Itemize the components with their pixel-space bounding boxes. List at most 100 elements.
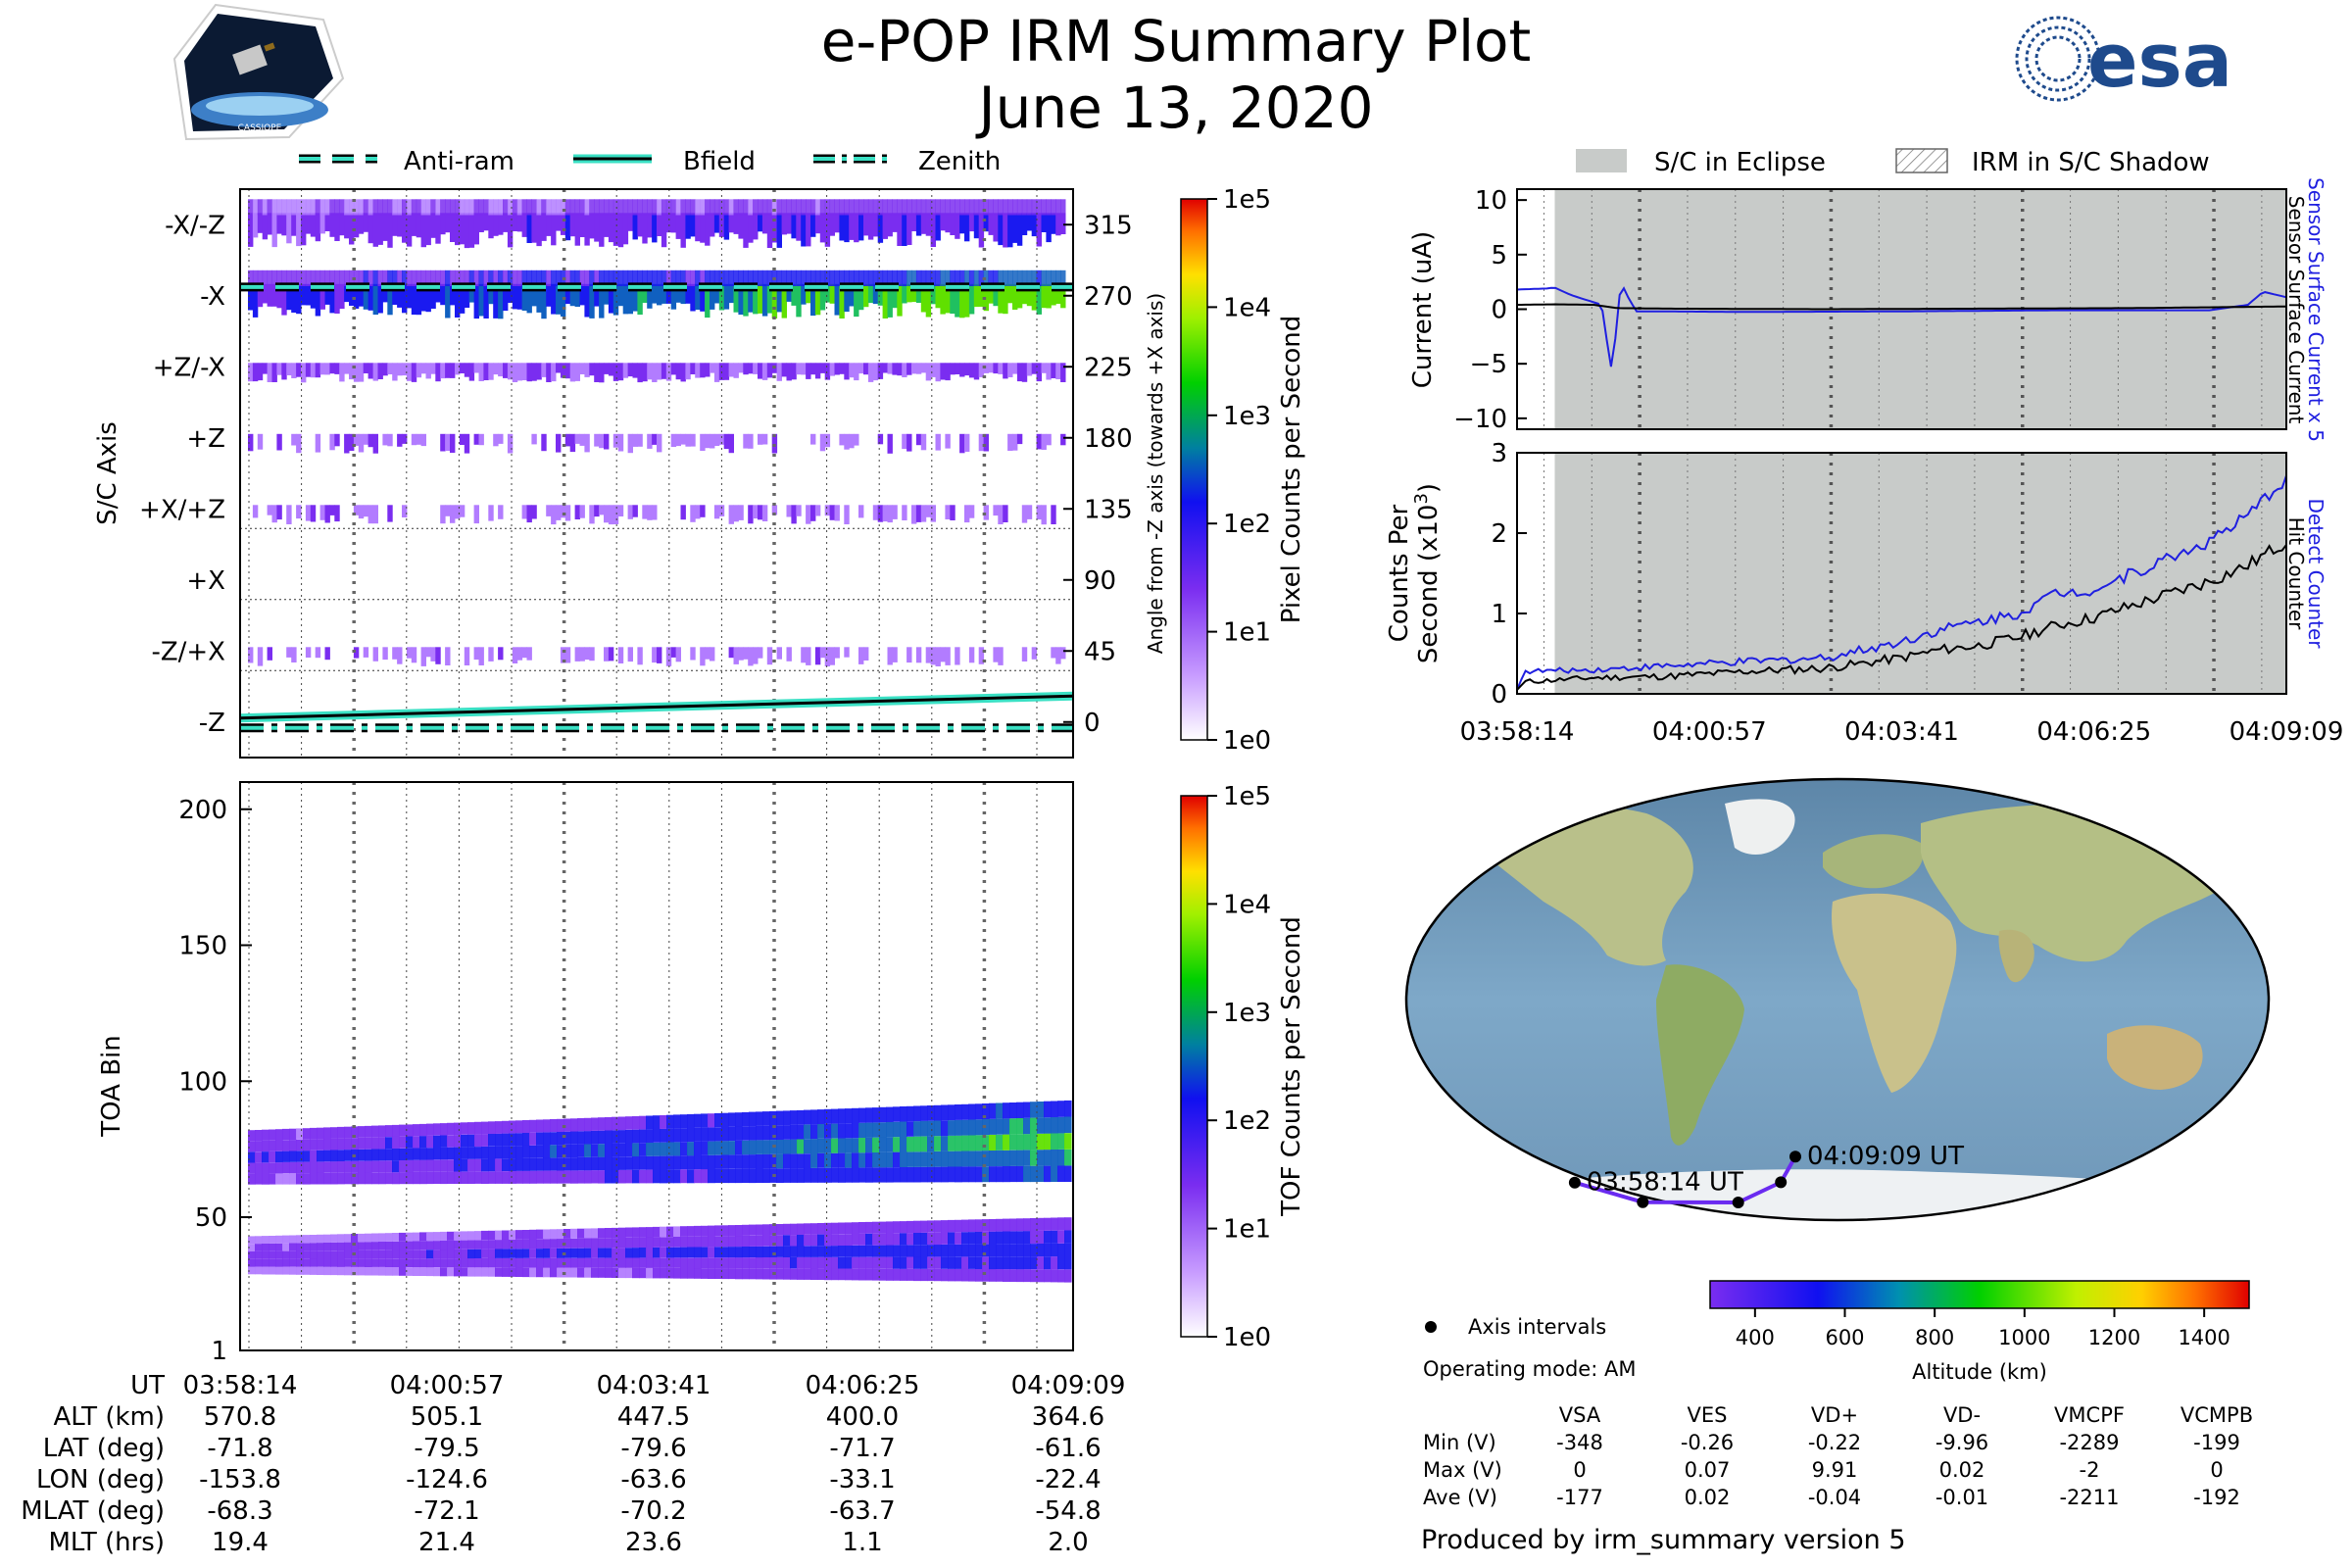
sc-axis-heat-cell — [392, 283, 398, 305]
sc-axis-heat-cell — [945, 270, 951, 286]
sc-axis-heat-cell — [819, 199, 826, 216]
sc-axis-heat-cell — [397, 270, 403, 286]
p4-series-1 — [1516, 544, 2287, 691]
toa-heat-cell — [536, 1249, 544, 1258]
sc-axis-heat-cell — [329, 199, 335, 216]
cassiope-logo-text: CASSIOPE — [238, 123, 282, 133]
sc-axis-heat-cell — [617, 647, 624, 663]
sc-axis-heat-cell — [627, 283, 633, 315]
sc-axis-heat-cell — [637, 433, 643, 447]
pixel-colorbar-label: Pixel Counts per Second — [1277, 316, 1306, 624]
sc-axis-heat-cell — [882, 213, 888, 239]
toa-heat-cell — [639, 1267, 647, 1279]
toa-heat-cell — [783, 1110, 791, 1126]
sc-axis-heat-cell — [906, 270, 912, 286]
toa-heat-cell — [1030, 1165, 1038, 1183]
toa-heat-cell — [838, 1138, 846, 1153]
toa-heat-cell — [296, 1139, 304, 1152]
toa-heat-cell — [783, 1139, 791, 1154]
toa-heat-cell — [399, 1241, 407, 1250]
ephemeris-cell: -63.6 — [620, 1465, 686, 1494]
sc-axis-heat-cell — [915, 433, 922, 446]
toa-heat-cell — [591, 1144, 599, 1157]
sc-axis-heat-cell — [612, 363, 619, 381]
toa-heat-cell — [1051, 1230, 1058, 1244]
toa-heat-cell — [955, 1256, 962, 1269]
sc-axis-heat-cell — [281, 199, 287, 216]
toa-heat-cell — [872, 1268, 880, 1281]
sc-axis-heat-cell — [296, 283, 302, 315]
sc-axis-heat-cell — [824, 283, 831, 303]
sc-axis-left-tick: -X/-Z — [165, 211, 225, 240]
p3-tick-label: 5 — [1491, 241, 1507, 270]
sc-axis-heat-cell — [867, 213, 874, 240]
sc-axis-heat-cell — [1051, 647, 1056, 659]
sc-axis-heat-cell — [993, 363, 999, 374]
toa-heat-cell — [612, 1169, 619, 1184]
toa-heat-cell — [893, 1121, 901, 1138]
toa-heat-cell — [852, 1123, 859, 1139]
sc-axis-heat-cell — [584, 647, 590, 661]
sc-axis-heat-cell — [915, 199, 922, 216]
sc-axis-heat-cell — [512, 283, 518, 310]
toa-heat-cell — [817, 1124, 825, 1139]
toa-heat-cell — [762, 1168, 770, 1183]
sc-axis-heat-cell — [349, 433, 355, 451]
toa-heat-cell — [358, 1138, 366, 1150]
sc-axis-heat-cell — [695, 213, 701, 242]
sc-axis-heat-cell — [854, 433, 859, 446]
toa-heat-cell — [262, 1244, 270, 1251]
toa-heat-cell — [344, 1126, 352, 1139]
sc-axis-heat-cell — [368, 270, 373, 286]
sc-axis-heat-cell — [863, 283, 869, 308]
toa-heat-cell — [447, 1147, 455, 1160]
sc-axis-heat-cell — [680, 283, 686, 305]
sc-axis-heat-cell — [455, 283, 461, 318]
sc-axis-heat-cell — [872, 363, 879, 381]
sc-axis-heat-cell — [493, 283, 499, 318]
toa-heat-cell — [742, 1154, 750, 1169]
toa-heat-cell — [1057, 1133, 1065, 1150]
toa-heat-cell — [714, 1257, 722, 1269]
sc-axis-heat-cell — [1021, 213, 1028, 235]
toa-heat-cell — [344, 1138, 352, 1151]
sc-axis-heat-cell — [713, 363, 720, 382]
sc-axis-heat-cell — [574, 270, 580, 286]
toa-heat-cell — [824, 1246, 832, 1257]
sc-axis-heat-cell — [541, 433, 547, 452]
sc-axis-heat-cell — [1026, 283, 1033, 307]
sc-axis-heat-cell — [1055, 213, 1061, 236]
toa-heat-cell — [776, 1168, 784, 1183]
sc-axis-heat-cell — [801, 647, 807, 663]
ephemeris-cell: 04:06:25 — [806, 1371, 920, 1400]
sc-axis-heat-cell — [579, 363, 585, 374]
sc-axis-heat-cell — [733, 647, 739, 664]
sc-axis-heat-cell — [766, 270, 773, 286]
voltage-cell: -2211 — [2059, 1486, 2119, 1509]
toa-heat-cell — [488, 1121, 496, 1134]
sc-axis-heat-cell — [642, 363, 648, 382]
sc-axis-heat-cell — [349, 283, 355, 306]
toa-heat-cell — [694, 1225, 702, 1237]
current-right-label-2: Sensor Surface Current — [2284, 196, 2308, 424]
toa-heat-cell — [481, 1267, 489, 1277]
toa-heat-cell — [831, 1268, 839, 1281]
toa-heat-cell — [570, 1267, 578, 1278]
sc-axis-heat-cell — [627, 647, 633, 662]
toa-heat-cell — [1016, 1150, 1024, 1166]
toa-heat-cell — [1051, 1101, 1058, 1117]
toa-heat-cell — [817, 1223, 825, 1235]
sc-axis-heat-cell — [324, 647, 330, 661]
toa-heat-cell — [1003, 1166, 1010, 1183]
sc-axis-heat-cell — [738, 213, 744, 239]
toa-heat-cell — [708, 1154, 715, 1169]
toa-heat-cell — [1030, 1117, 1038, 1134]
sc-axis-heat-cell — [305, 199, 312, 216]
toa-heat-cell — [262, 1140, 270, 1152]
toa-heat-cell — [440, 1267, 448, 1277]
sc-axis-heat-cell — [964, 433, 970, 452]
sc-axis-heat-cell — [748, 270, 754, 286]
toa-heat-cell — [358, 1126, 366, 1138]
sc-axis-heat-cell — [493, 433, 499, 447]
sc-axis-heat-cell — [854, 270, 859, 286]
